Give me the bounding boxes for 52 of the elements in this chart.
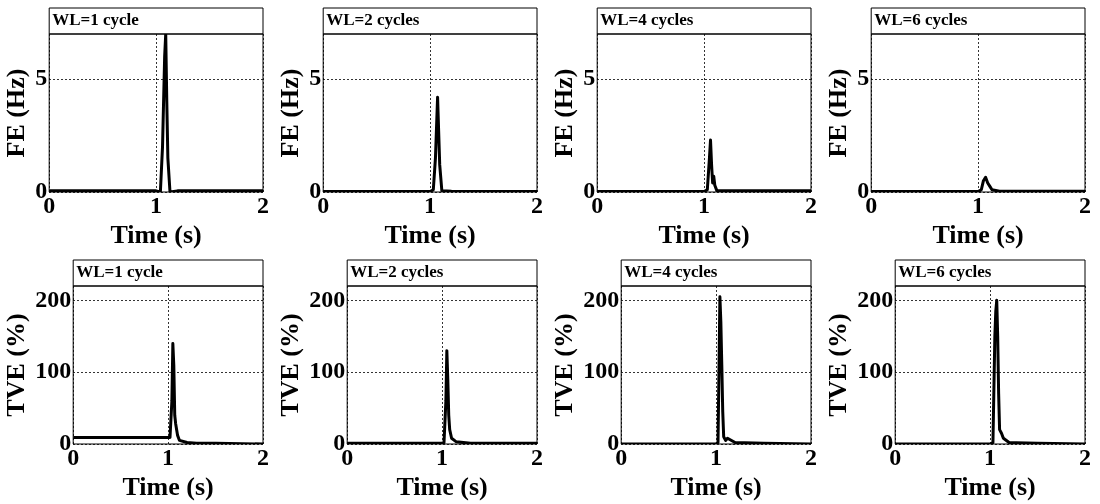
y-tick-label: 200	[309, 285, 346, 312]
x-tick-label: 2	[805, 191, 817, 218]
x-axis-title: Time (s)	[658, 220, 750, 250]
chart-title: WL=1 cycle	[76, 262, 164, 282]
x-tick-label: 2	[531, 191, 543, 218]
x-axis-title: Time (s)	[932, 220, 1024, 250]
y-tick-label: 100	[35, 357, 72, 384]
x-tick-label: 1	[710, 443, 723, 470]
x-tick-label: 2	[1079, 191, 1091, 218]
x-axis-title: Time (s)	[110, 220, 202, 250]
y-axis-title: FE (Hz)	[1, 68, 31, 158]
y-tick-label: 5	[309, 64, 322, 91]
x-tick-label: 2	[257, 443, 269, 470]
chart-title: WL=6 cycles	[898, 262, 992, 282]
y-axis-title: FE (Hz)	[823, 68, 853, 158]
x-tick-label: 1	[150, 191, 163, 218]
x-tick-label: 2	[1079, 443, 1091, 470]
x-axis-title: Time (s)	[670, 472, 762, 502]
y-axis-title: FE (Hz)	[275, 68, 305, 158]
y-tick-label: 200	[583, 285, 620, 312]
chart-title: WL=4 cycles	[600, 10, 694, 30]
x-tick-label: 1	[984, 443, 997, 470]
chart-title: WL=6 cycles	[874, 10, 968, 30]
x-axis-title: Time (s)	[384, 220, 476, 250]
chart-title: WL=1 cycle	[52, 10, 140, 30]
y-tick-label: 100	[309, 357, 346, 384]
x-axis-title: Time (s)	[944, 472, 1036, 502]
y-axis-title: TVE (%)	[1, 313, 31, 417]
x-tick-label: 1	[162, 443, 175, 470]
y-tick-label: 100	[857, 357, 894, 384]
x-tick-label: 1	[424, 191, 437, 218]
y-axis-title: TVE (%)	[275, 313, 305, 417]
y-axis-title: TVE (%)	[549, 313, 579, 417]
x-tick-label: 1	[698, 191, 711, 218]
chart-title: WL=2 cycles	[326, 10, 420, 30]
x-tick-label: 1	[436, 443, 449, 470]
x-axis-title: Time (s)	[396, 472, 488, 502]
x-axis-title: Time (s)	[122, 472, 214, 502]
y-tick-label: 5	[583, 64, 596, 91]
x-tick-label: 2	[805, 443, 817, 470]
x-tick-label: 1	[972, 191, 985, 218]
y-tick-label: 200	[857, 285, 894, 312]
y-axis-title: FE (Hz)	[549, 68, 579, 158]
y-tick-label: 100	[583, 357, 620, 384]
y-axis-title: TVE (%)	[823, 313, 853, 417]
y-tick-label: 5	[857, 64, 870, 91]
chart-title: WL=4 cycles	[624, 262, 718, 282]
x-tick-label: 2	[531, 443, 543, 470]
y-tick-label: 5	[35, 64, 48, 91]
y-tick-label: 200	[35, 285, 72, 312]
chart-title: WL=2 cycles	[350, 262, 444, 282]
x-tick-label: 2	[257, 191, 269, 218]
